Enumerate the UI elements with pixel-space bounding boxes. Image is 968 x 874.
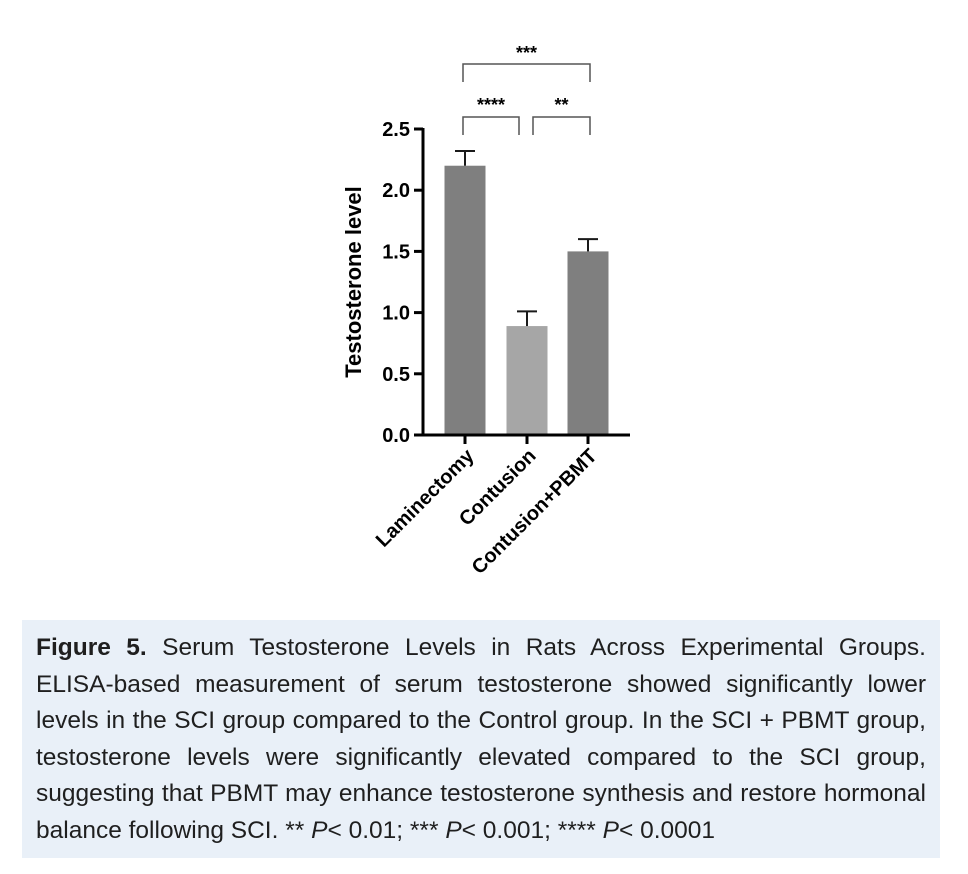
caption-figure-label: Figure 5. [36,634,147,661]
caption-sig-3-threshold: < 0.0001 [619,816,716,844]
y-tick-label: 2.5 [382,119,410,141]
caption-p-symbol-1: P [311,816,328,844]
significance-label: **** [477,95,505,115]
bar-contusion-pbmt [567,251,609,435]
caption-sig-2-threshold: < 0.001; [461,816,551,844]
y-tick-label: 1.0 [382,303,410,325]
chart-plot-area: 0.00.51.01.52.02.5LaminectomyContusionCo… [372,43,630,579]
y-tick-label: 1.5 [382,241,410,263]
y-tick-label: 0.0 [382,425,410,447]
y-axis-label: Testosterone level [341,186,366,378]
caption-sig-1-stars: ** [285,816,305,844]
significance-bracket [462,116,520,135]
significance-bracket [462,63,591,82]
caption-sig-3-stars: **** [557,816,596,844]
caption-sig-2-stars: *** [409,816,439,844]
figure-caption: Figure 5. Serum Testosterone Levels in R… [22,620,940,858]
caption-p-symbol-3: P [602,816,619,844]
y-tick-label: 2.0 [382,180,410,202]
caption-sig-1-threshold: < 0.01; [327,816,404,844]
significance-label: ** [554,95,568,115]
bar-chart: 0.00.51.01.52.02.5LaminectomyContusionCo… [341,43,630,579]
x-tick-label: Laminectomy [372,444,479,551]
significance-bracket [532,116,591,135]
caption-body: Serum Testosterone Levels in Rats Across… [36,634,926,844]
y-tick-label: 0.5 [382,364,410,386]
bar-laminectomy [444,165,486,435]
significance-label: *** [516,43,537,63]
bar-contusion [506,326,548,435]
caption-p-symbol-2: P [445,816,462,844]
